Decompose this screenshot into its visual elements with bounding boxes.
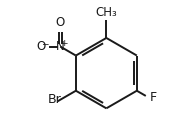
Text: F: F <box>150 91 157 104</box>
Text: CH₃: CH₃ <box>95 6 117 19</box>
Text: O: O <box>56 16 65 29</box>
Text: N: N <box>56 40 65 53</box>
Text: O: O <box>37 40 46 53</box>
Text: Br: Br <box>48 92 61 106</box>
Text: −: − <box>41 39 49 48</box>
Text: +: + <box>60 39 68 48</box>
